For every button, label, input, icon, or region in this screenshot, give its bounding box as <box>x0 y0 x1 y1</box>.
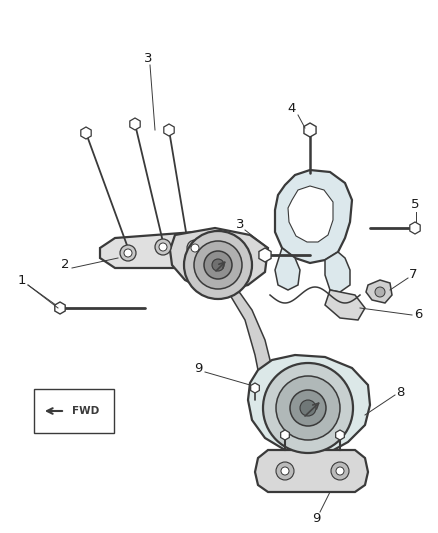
Text: FWD: FWD <box>72 406 99 416</box>
Circle shape <box>191 244 199 252</box>
Circle shape <box>184 231 252 299</box>
Polygon shape <box>164 124 174 136</box>
Text: 9: 9 <box>312 512 320 524</box>
Polygon shape <box>255 450 368 492</box>
Circle shape <box>155 239 171 255</box>
Text: 2: 2 <box>61 257 69 271</box>
Text: 6: 6 <box>414 308 422 320</box>
FancyBboxPatch shape <box>34 389 114 433</box>
Circle shape <box>159 243 167 251</box>
Circle shape <box>300 400 316 416</box>
Polygon shape <box>170 228 268 290</box>
Text: 3: 3 <box>144 52 152 64</box>
Circle shape <box>120 245 136 261</box>
Polygon shape <box>325 290 365 320</box>
Circle shape <box>263 363 353 453</box>
Circle shape <box>276 376 340 440</box>
Polygon shape <box>281 430 290 440</box>
Polygon shape <box>81 127 91 139</box>
Circle shape <box>212 259 224 271</box>
Polygon shape <box>259 248 271 262</box>
Circle shape <box>124 249 132 257</box>
Circle shape <box>336 467 344 475</box>
Circle shape <box>281 467 289 475</box>
Polygon shape <box>336 430 344 440</box>
Polygon shape <box>288 186 333 242</box>
Polygon shape <box>100 232 215 268</box>
Polygon shape <box>251 383 259 393</box>
Circle shape <box>375 287 385 297</box>
Text: 1: 1 <box>18 273 26 287</box>
Polygon shape <box>55 302 65 314</box>
Circle shape <box>187 240 203 256</box>
Circle shape <box>276 462 294 480</box>
Text: 5: 5 <box>411 198 419 212</box>
Text: 4: 4 <box>288 102 296 116</box>
Text: 7: 7 <box>409 268 417 280</box>
Circle shape <box>290 390 326 426</box>
Polygon shape <box>275 248 300 290</box>
Polygon shape <box>220 287 275 380</box>
Polygon shape <box>248 355 370 455</box>
Polygon shape <box>275 170 352 263</box>
Circle shape <box>204 251 232 279</box>
Circle shape <box>331 462 349 480</box>
Polygon shape <box>304 123 316 137</box>
Polygon shape <box>325 252 350 292</box>
Text: 3: 3 <box>236 219 244 231</box>
Polygon shape <box>366 280 392 303</box>
Polygon shape <box>100 248 155 268</box>
Text: 9: 9 <box>194 361 202 375</box>
Polygon shape <box>410 222 420 234</box>
Text: 8: 8 <box>396 385 404 399</box>
Polygon shape <box>130 118 140 130</box>
Circle shape <box>194 241 242 289</box>
